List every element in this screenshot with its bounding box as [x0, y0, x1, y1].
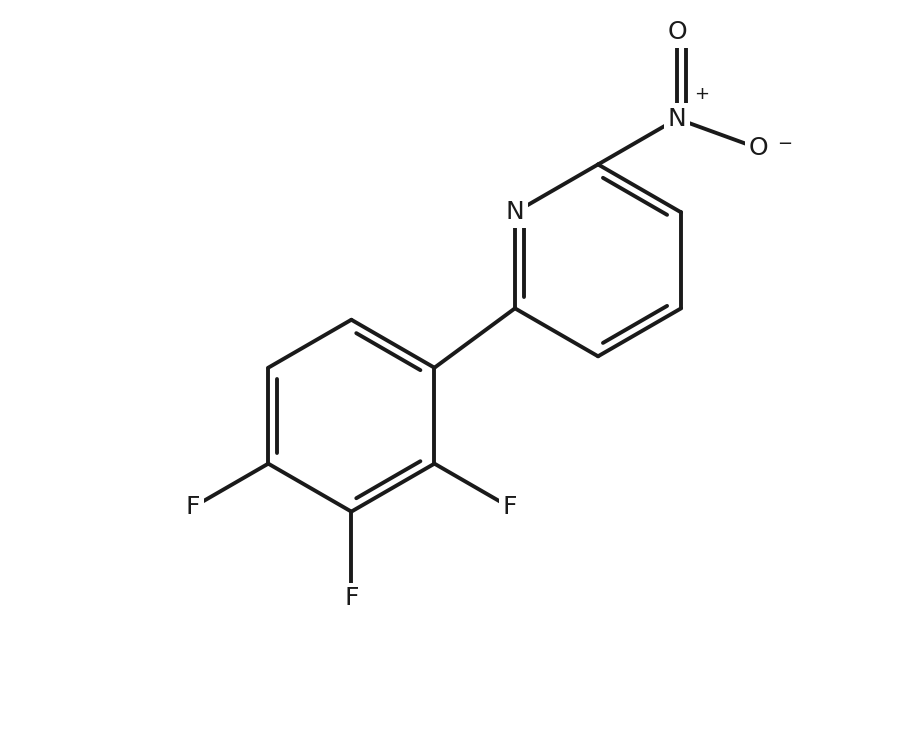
Text: N: N: [668, 107, 687, 131]
Text: O: O: [668, 20, 687, 44]
Text: F: F: [502, 495, 517, 519]
Text: +: +: [694, 85, 709, 103]
Text: −: −: [776, 135, 792, 153]
Text: O: O: [749, 136, 769, 161]
Text: F: F: [344, 586, 359, 610]
Text: F: F: [186, 495, 200, 519]
Text: N: N: [505, 201, 525, 224]
